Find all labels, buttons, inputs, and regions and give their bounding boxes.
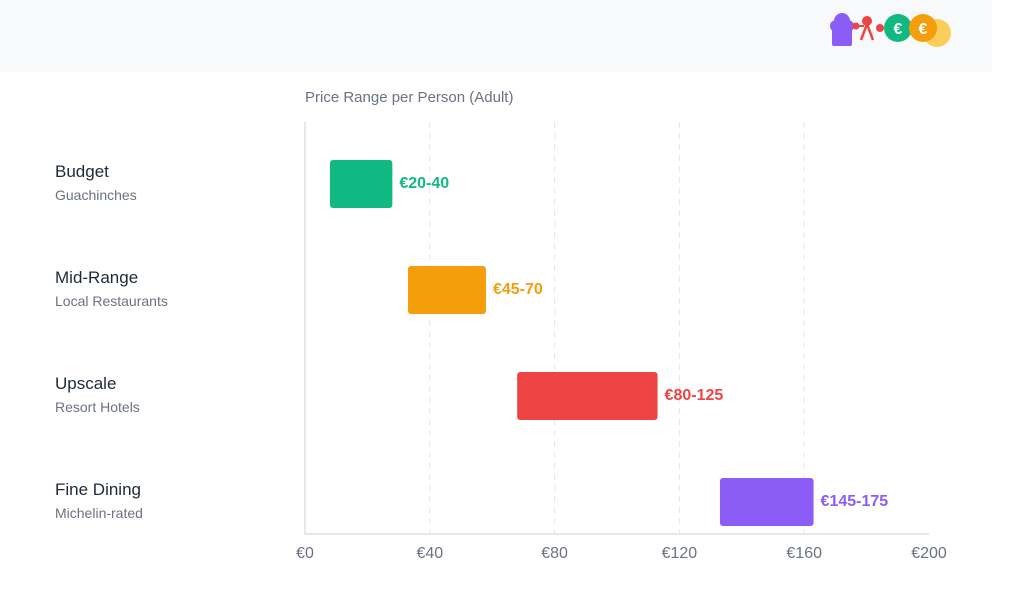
logo-euro-1: €	[894, 21, 903, 38]
category-subtitle: Michelin-rated	[55, 505, 143, 521]
bar-budget	[329, 160, 393, 208]
category-subtitle: Local Restaurants	[55, 293, 168, 309]
category-name: Upscale	[55, 374, 117, 393]
category-label-group: Mid-Range Local Restaurants	[55, 268, 168, 309]
chart-title: Price Range per Person (Adult)	[305, 89, 514, 106]
bar-fine-dining	[719, 478, 814, 526]
category-name: Mid-Range	[55, 268, 139, 287]
bar-value-label: €20-40	[399, 175, 450, 192]
x-tick-label: €0	[296, 545, 314, 562]
category-label-group: Budget Guachinches	[55, 162, 137, 203]
category-name: Budget	[55, 162, 109, 181]
x-tick-label: €120	[661, 545, 698, 562]
chef-cutlery-euro-logo-icon: € €	[830, 13, 951, 47]
bar-value-label: €145-175	[820, 493, 889, 510]
bar-mid-range	[407, 266, 486, 314]
x-tick-label: €200	[911, 545, 947, 562]
category-subtitle: Guachinches	[55, 187, 137, 203]
bar-value-label: €80-125	[664, 387, 724, 404]
header-bar: € €	[0, 0, 992, 72]
category-label-group: Fine Dining Michelin-rated	[55, 480, 143, 521]
x-tick-label: €80	[541, 545, 568, 562]
category-name: Fine Dining	[55, 480, 141, 499]
x-tick-label: €160	[786, 545, 822, 562]
logo-euro-2: €	[919, 21, 928, 38]
bar-upscale	[517, 372, 658, 420]
x-tick-label: €40	[416, 545, 444, 562]
category-label-group: Upscale Resort Hotels	[55, 374, 140, 415]
bar-value-label: €45-70	[492, 281, 543, 298]
category-subtitle: Resort Hotels	[55, 399, 140, 415]
